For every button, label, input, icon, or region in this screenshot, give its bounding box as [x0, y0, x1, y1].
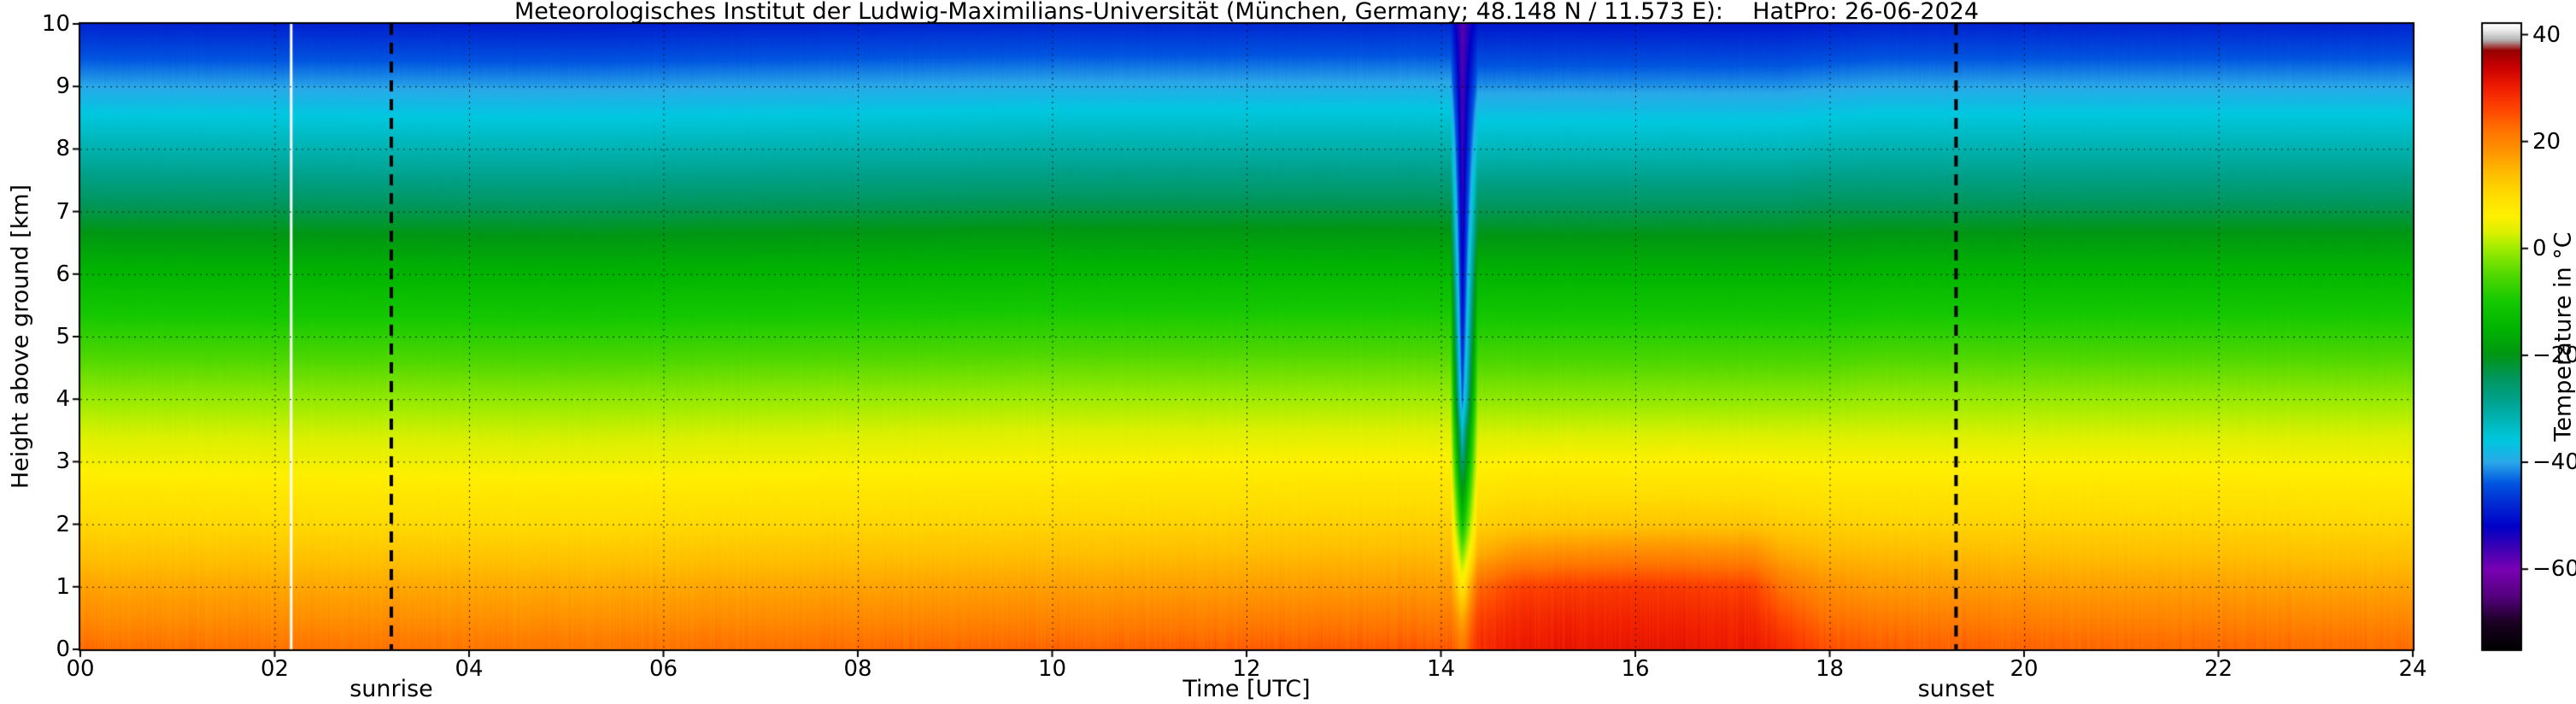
x-tick-label: 02 [260, 656, 290, 682]
colorbar-tick-label: −40 [2532, 449, 2576, 476]
x-tick-label: 00 [66, 656, 95, 682]
x-tick-label: 22 [2203, 656, 2233, 682]
y-tick-label: 2 [56, 511, 70, 537]
x-tick-label: 24 [2398, 656, 2427, 682]
colorbar-label: Temperature in °C [2550, 232, 2576, 442]
x-tick-label: 10 [1037, 656, 1067, 682]
sunrise-label: sunrise [349, 676, 433, 702]
colorbar-tick-label: 40 [2532, 21, 2561, 48]
y-tick-label: 8 [56, 136, 70, 162]
sunset-label: sunset [1917, 676, 1995, 702]
colorbar-tick-label: 20 [2532, 128, 2561, 155]
colorbar-tick-label: −20 [2532, 342, 2576, 368]
y-tick-label: 6 [56, 261, 70, 287]
y-tick-label: 10 [41, 11, 70, 37]
x-axis-label: Time [UTC] [1182, 676, 1311, 702]
y-tick-label: 3 [56, 449, 70, 475]
x-tick-label: 16 [1621, 656, 1650, 682]
x-tick-label: 06 [648, 656, 678, 682]
x-tick-label: 14 [1426, 656, 1456, 682]
x-tick-label: 20 [2010, 656, 2039, 682]
colorbar-tick-label: −60 [2532, 556, 2576, 583]
x-tick-label: 18 [1815, 656, 1845, 682]
y-tick-label: 7 [56, 198, 70, 225]
chart-title: Meteorologisches Institut der Ludwig-Max… [513, 0, 1980, 25]
y-tick-label: 0 [56, 637, 70, 662]
x-tick-label: 12 [1232, 656, 1261, 682]
x-tick-label: 08 [843, 656, 872, 682]
y-tick-label: 9 [56, 73, 70, 100]
y-tick-label: 5 [56, 324, 70, 349]
colorbar-tick-label: 0 [2532, 235, 2547, 261]
y-tick-label: 4 [56, 386, 70, 413]
x-tick-label: 04 [455, 656, 484, 682]
y-axis-label: Height above ground [km] [7, 184, 34, 490]
y-tick-label: 1 [56, 573, 70, 600]
